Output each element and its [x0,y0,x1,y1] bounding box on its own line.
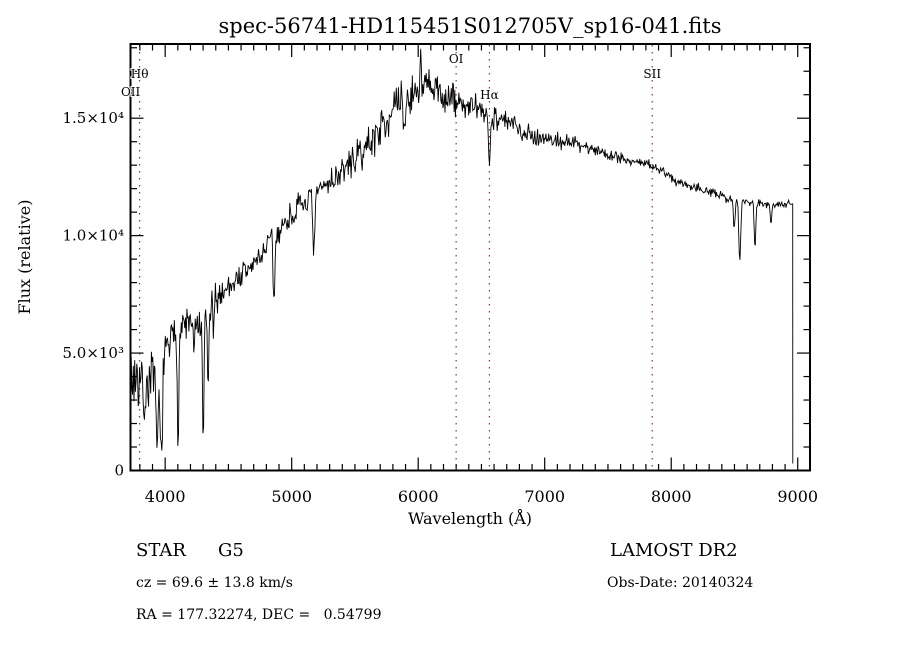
x-tick-label: 9000 [777,487,818,506]
spectrum-line [130,48,794,464]
plot-border [129,43,811,472]
x-tick-label: 8000 [651,487,692,506]
x-tick-label: 6000 [398,487,439,506]
obs-date-text: Obs-Date: 20140324 [607,575,753,591]
y-tick-label: 0 [114,462,124,480]
y-tick-label: 5.0×10³ [62,344,124,362]
y-tick-label: 1.0×10⁴ [62,227,124,245]
spectral-line-labels: OII Hθ OI Hα SII [120,51,662,103]
spectral-line-markers [130,45,653,470]
object-subclass-text: G5 [218,540,244,561]
cz-text: cz = 69.6 ± 13.8 km/s [136,575,293,591]
marker-label-sii: SII [643,67,661,81]
survey-text: LAMOST DR2 [610,540,738,561]
x-tick-label: 5000 [271,487,312,506]
chart-title: spec-56741-HD115451S012705V_sp16-041.fit… [219,14,722,38]
axis-tick-labels: 4000 5000 6000 7000 8000 9000 0 5.0×10³ 1.0×10⁴ 1… [62,109,818,506]
y-axis-label: Flux (relative) [15,200,34,315]
marker-label-oii: OII [121,85,141,99]
object-class-text: STAR [136,540,186,561]
marker-label-hα: Hα [480,88,499,102]
x-axis-label: Wavelength (Å) [408,508,532,528]
x-tick-label: 4000 [145,487,186,506]
marker-label-oi: OI [449,52,464,66]
x-tick-label: 7000 [524,487,565,506]
spectrum-curve-group [130,48,794,464]
marker-label-hθ: Hθ [131,67,149,81]
y-tick-label: 1.5×10⁴ [62,109,124,127]
axis-ticks [130,44,810,472]
ra-dec-text: RA = 177.32274, DEC = 0.54799 [136,607,381,623]
